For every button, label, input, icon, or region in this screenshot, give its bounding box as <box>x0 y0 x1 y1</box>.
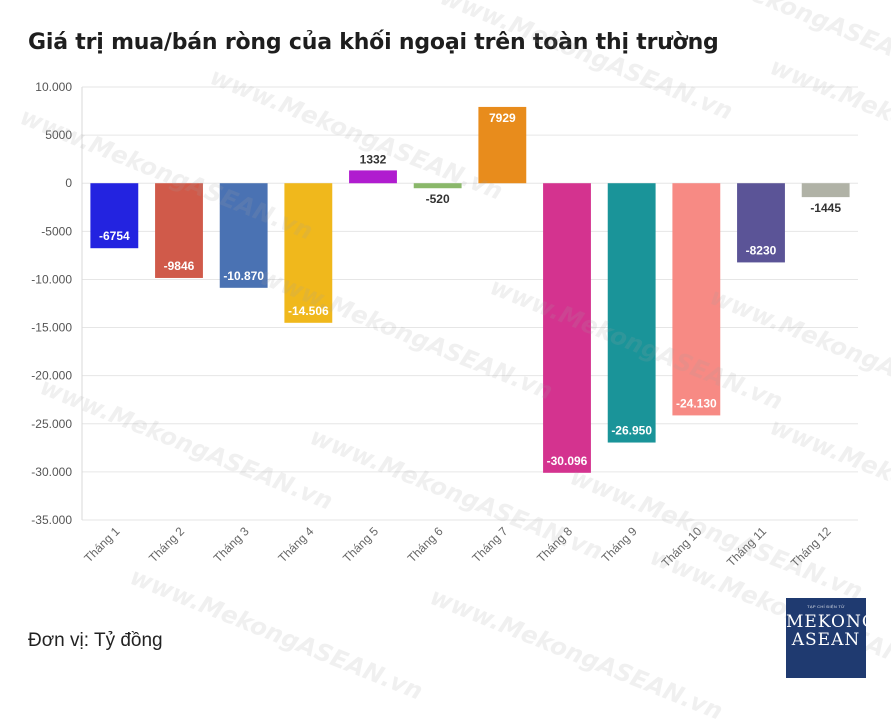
bar-tháng-7[interactable] <box>478 106 527 184</box>
bar-tháng-8[interactable] <box>543 183 591 473</box>
data-label: -8230 <box>746 243 777 257</box>
data-label: -26.950 <box>611 424 652 438</box>
bar-tháng-10[interactable] <box>672 183 721 416</box>
y-tick-label: 0 <box>65 176 72 190</box>
data-labels: -6754 -9846 -10.870 -14.506 1332 -520 7929 -30.… <box>99 111 841 468</box>
x-tick-label: Tháng 4 <box>275 524 316 565</box>
bar-tháng-6[interactable] <box>413 183 462 189</box>
unit-note: Đơn vị: Tỷ đồng <box>28 630 163 651</box>
bar-tháng-12[interactable] <box>801 183 850 198</box>
y-tick-label: -25.000 <box>31 417 72 431</box>
x-tick-label: Tháng 5 <box>340 524 381 565</box>
y-tick-label: 10.000 <box>35 80 72 94</box>
y-tick-label: -10.000 <box>31 272 72 286</box>
x-tick-label: Tháng 2 <box>146 524 187 565</box>
bars <box>90 106 850 473</box>
bar-tháng-4[interactable] <box>284 183 333 323</box>
grid-lines <box>81 86 858 521</box>
x-tick-label: Tháng 10 <box>659 524 705 570</box>
y-tick-label: -30.000 <box>31 465 72 479</box>
data-label: -14.506 <box>288 304 329 318</box>
bar-tháng-9[interactable] <box>607 183 656 443</box>
x-axis-ticks: Tháng 1 Tháng 2 Tháng 3 Tháng 4 Tháng 5 Tháng… <box>81 524 834 570</box>
y-tick-label: -5000 <box>41 224 72 238</box>
data-label: 1332 <box>360 152 387 166</box>
mekong-asean-logo: TẠP CHÍ ĐIỆN TỬ MEKONG ASEAN <box>786 598 877 678</box>
chart-title: Giá trị mua/bán ròng của khối ngoại trên… <box>28 30 719 55</box>
logo-subtitle: TẠP CHÍ ĐIỆN TỬ <box>807 604 845 609</box>
x-tick-label: Tháng 9 <box>599 524 640 565</box>
y-tick-label: -35.000 <box>31 513 72 527</box>
data-label: -30.096 <box>547 454 588 468</box>
bar-tháng-1[interactable] <box>90 183 139 249</box>
y-tick-label: 5000 <box>45 128 72 142</box>
y-axis-ticks: 10.000 5000 0 -5000 -10.000 -15.000 -20.000 -25… <box>31 80 72 527</box>
y-tick-label: -20.000 <box>31 369 72 383</box>
data-label: -1445 <box>810 201 841 215</box>
bar-tháng-11[interactable] <box>737 183 785 263</box>
x-tick-label: Tháng 8 <box>534 524 575 565</box>
logo-line-2: ASEAN <box>791 630 861 650</box>
data-label: -6754 <box>99 229 130 243</box>
logo-line-1: MEKONG <box>786 612 877 632</box>
x-tick-label: Tháng 11 <box>724 524 769 569</box>
data-label: -10.870 <box>223 269 264 283</box>
x-tick-label: Tháng 1 <box>81 524 122 565</box>
bar-tháng-2[interactable] <box>155 183 203 278</box>
x-tick-label: Tháng 12 <box>788 524 834 570</box>
x-tick-label: Tháng 7 <box>469 524 510 565</box>
bar-tháng-3[interactable] <box>219 183 268 288</box>
data-label: -24.130 <box>676 396 717 410</box>
x-tick-label: Tháng 6 <box>405 524 446 565</box>
x-tick-label: Tháng 3 <box>211 524 252 565</box>
y-tick-label: -15.000 <box>31 321 72 335</box>
data-label: -9846 <box>164 259 195 273</box>
data-label: 7929 <box>489 111 516 125</box>
bar-tháng-5[interactable] <box>349 170 397 184</box>
data-label: -520 <box>426 192 450 206</box>
